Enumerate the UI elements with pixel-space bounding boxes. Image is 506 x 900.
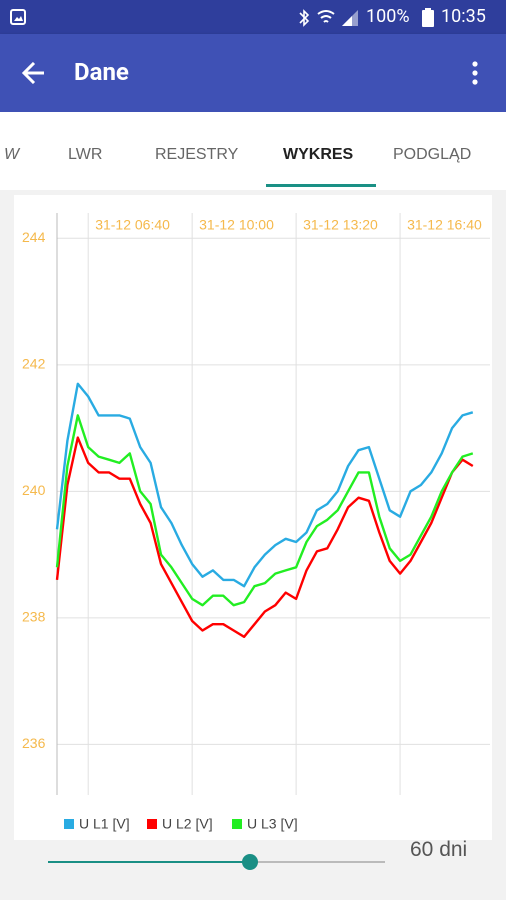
legend-swatch	[232, 819, 242, 829]
chart: 236 238 240 242 244 31-12 06:40 31-12 10:00 31-…	[14, 195, 492, 840]
gallery-icon	[10, 9, 26, 25]
tab[interactable]: PODGLĄD	[393, 146, 472, 163]
status-bar: 100% 10:35	[0, 0, 506, 34]
clock: 10:35	[441, 6, 486, 27]
y-tick-label: 236	[22, 735, 46, 751]
back-button[interactable]	[22, 62, 46, 84]
tab-selected[interactable]: WYKRES	[283, 146, 354, 163]
x-tick-label: 31-12 16:40	[407, 217, 482, 233]
y-tick-label: 238	[22, 609, 46, 625]
battery-icon	[422, 8, 434, 27]
legend-swatch	[64, 819, 74, 829]
legend-label: U L1 [V]	[79, 816, 130, 832]
x-tick-label: 31-12 13:20	[303, 217, 378, 233]
tab[interactable]: REJESTRY	[155, 146, 239, 163]
series-line	[55, 414, 474, 607]
slider-label: 60 dni	[410, 838, 468, 861]
legend-label: U L2 [V]	[162, 816, 213, 832]
series-line	[55, 382, 474, 588]
tab[interactable]: LWR	[68, 146, 103, 163]
menu-button[interactable]	[470, 60, 480, 86]
y-tick-label: 244	[22, 229, 46, 245]
x-tick-label: 31-12 06:40	[95, 217, 170, 233]
slider[interactable]	[40, 848, 396, 876]
tab-indicator	[266, 184, 376, 187]
tab-bar: W LWR REJESTRY WYKRES PODGLĄD	[0, 112, 506, 190]
tab[interactable]: W	[4, 146, 20, 163]
series-line	[55, 436, 474, 638]
battery-text: 100%	[366, 6, 410, 27]
app-bar: Dane	[0, 34, 506, 112]
y-tick-label: 242	[22, 356, 46, 372]
x-tick-label: 31-12 10:00	[199, 217, 274, 233]
app-title: Dane	[74, 58, 129, 86]
status-icons	[299, 9, 358, 27]
legend-swatch	[147, 819, 157, 829]
y-tick-label: 240	[22, 482, 46, 498]
legend-label: U L3 [V]	[247, 816, 298, 832]
